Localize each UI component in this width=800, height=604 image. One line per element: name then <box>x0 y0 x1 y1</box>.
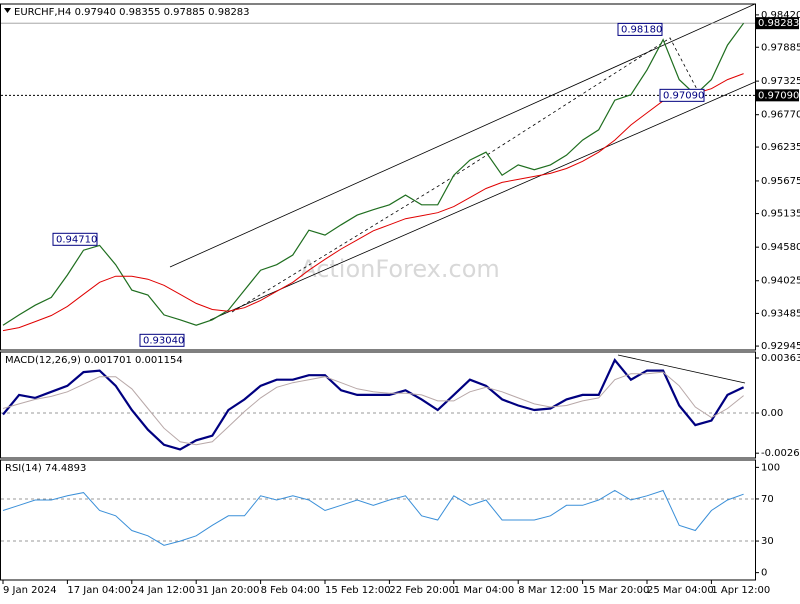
channel-lower <box>209 81 756 321</box>
x-tick-label: 15 Mar 20:00 <box>583 585 650 596</box>
y-tick-label: 0.97325 <box>761 76 800 87</box>
y-tick-label: 0.94025 <box>761 276 800 287</box>
y-tick-label: 0.97885 <box>761 42 800 53</box>
price-box-label: 0.98283 <box>758 18 799 29</box>
x-tick-label: 22 Feb 20:00 <box>389 585 455 596</box>
series-line <box>2 357 745 451</box>
x-tick-label: 8 Feb 04:00 <box>261 585 320 596</box>
x-tick-label: 1 Mar 04:00 <box>454 585 514 596</box>
y-tick-label: 0.003634 <box>761 353 800 364</box>
y-tick-label: 0.96235 <box>761 142 800 153</box>
annotation-label: 0.98180 <box>621 24 662 35</box>
x-tick-label: 15 Feb 12:00 <box>325 585 391 596</box>
annotation-box <box>659 88 705 102</box>
annotation-box <box>52 232 98 246</box>
panel-title: RSI(14) 74.4893 <box>5 463 86 474</box>
y-tick-label: -0.002652 <box>761 448 800 459</box>
macd-trendline <box>617 354 746 384</box>
panel-title: EURCHF,H4 0.97940 0.98355 0.97885 0.9828… <box>14 7 250 18</box>
panel-frame <box>0 3 756 351</box>
x-tick-label: 8 Mar 12:00 <box>518 585 578 596</box>
y-tick-label: 0.95135 <box>761 209 800 220</box>
annotation-box <box>617 22 663 36</box>
y-tick-label: 0.93485 <box>761 308 800 319</box>
y-tick-label: 30 <box>761 536 774 547</box>
channel <box>169 3 756 321</box>
annotation-label: 0.97090 <box>663 90 704 101</box>
y-tick-label: 0.95675 <box>761 176 800 187</box>
series-line <box>2 73 744 332</box>
y-tick-label: 0.92945 <box>761 341 800 352</box>
x-tick-label: 31 Jan 20:00 <box>196 585 259 596</box>
price-box <box>755 17 799 30</box>
y-tick-label: 100 <box>761 462 780 473</box>
x-tick-label: 17 Jan 04:00 <box>67 585 130 596</box>
annotation-label: 0.94710 <box>56 234 97 245</box>
panel-frame <box>0 351 756 459</box>
y-tick-label: 70 <box>761 494 774 505</box>
watermark: ActionForex.com <box>300 255 500 283</box>
x-tick-label: 24 Jan 12:00 <box>132 585 195 596</box>
x-tick-label: 9 Jan 2024 <box>3 585 57 596</box>
annotation-label: 0.93040 <box>143 335 184 346</box>
x-tick-label: 25 Mar 04:00 <box>647 585 714 596</box>
y-tick-label: 0.96770 <box>761 110 800 121</box>
title-icon <box>4 8 11 13</box>
annotation-box <box>139 333 185 347</box>
y-tick-label: 0.00 <box>761 408 783 419</box>
series-line <box>2 371 744 446</box>
y-tick-label: 0 <box>761 568 767 579</box>
panel-frame <box>0 459 756 581</box>
channel-upper <box>169 3 756 268</box>
hline-box <box>755 89 799 102</box>
hline-box-label: 0.97090 <box>758 90 799 101</box>
x-tick-label: 1 Apr 12:00 <box>711 585 770 596</box>
series-line <box>2 22 745 326</box>
y-tick-label: 0.94580 <box>761 242 800 253</box>
series-line <box>2 489 744 546</box>
panel-title: MACD(12,26,9) 0.001701 0.001154 <box>5 355 183 366</box>
y-tick-label: 0.98420 <box>761 10 800 21</box>
channel-mid <box>231 37 701 313</box>
